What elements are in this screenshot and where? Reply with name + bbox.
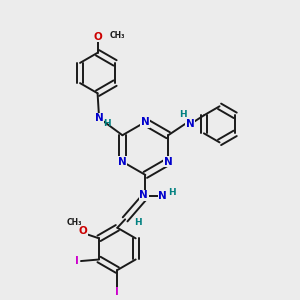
Text: H: H bbox=[103, 119, 111, 128]
Text: N: N bbox=[95, 113, 103, 123]
Text: N: N bbox=[158, 191, 167, 201]
Text: N: N bbox=[186, 119, 194, 129]
Text: CH₃: CH₃ bbox=[66, 218, 82, 227]
Text: N: N bbox=[118, 157, 127, 167]
Text: N: N bbox=[140, 190, 148, 200]
Text: H: H bbox=[169, 188, 176, 197]
Text: H: H bbox=[134, 218, 142, 227]
Text: N: N bbox=[164, 157, 172, 167]
Text: H: H bbox=[179, 110, 187, 119]
Text: I: I bbox=[75, 256, 79, 266]
Text: CH₃: CH₃ bbox=[110, 31, 125, 40]
Text: I: I bbox=[116, 287, 119, 298]
Text: O: O bbox=[79, 226, 87, 236]
Text: N: N bbox=[141, 117, 150, 127]
Text: O: O bbox=[93, 32, 102, 42]
